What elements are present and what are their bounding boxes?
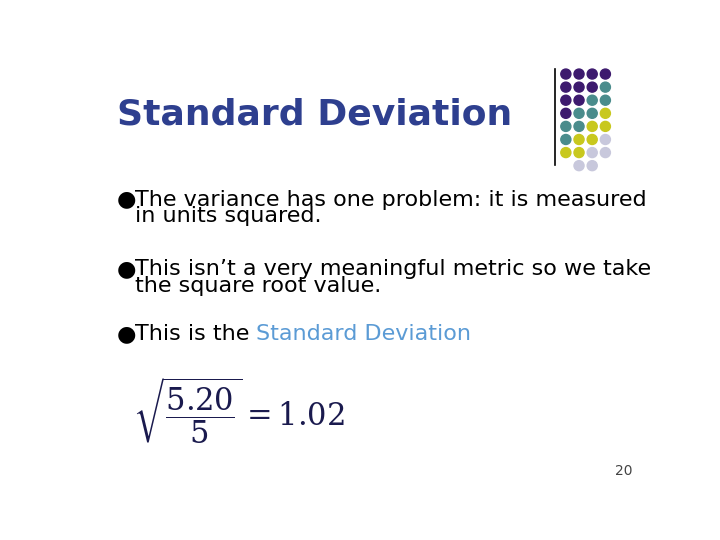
Circle shape — [588, 69, 597, 79]
Text: ●: ● — [117, 190, 137, 210]
Circle shape — [588, 161, 597, 171]
Circle shape — [561, 69, 571, 79]
Circle shape — [574, 95, 584, 105]
Circle shape — [588, 95, 597, 105]
Text: This isn’t a very meaningful metric so we take: This isn’t a very meaningful metric so w… — [135, 259, 651, 279]
Circle shape — [600, 147, 611, 158]
Circle shape — [574, 161, 584, 171]
Circle shape — [588, 147, 597, 158]
Circle shape — [561, 122, 571, 131]
Circle shape — [574, 109, 584, 118]
Circle shape — [600, 82, 611, 92]
Circle shape — [588, 82, 597, 92]
Circle shape — [574, 122, 584, 131]
Circle shape — [600, 134, 611, 145]
Text: The variance has one problem: it is measured: The variance has one problem: it is meas… — [135, 190, 647, 210]
Circle shape — [600, 122, 611, 131]
Circle shape — [600, 95, 611, 105]
Text: $\sqrt{\dfrac{5.20}{5}} = 1.02$: $\sqrt{\dfrac{5.20}{5}} = 1.02$ — [132, 376, 344, 447]
Text: This is the: This is the — [135, 325, 256, 345]
Circle shape — [561, 109, 571, 118]
Circle shape — [574, 134, 584, 145]
Circle shape — [574, 82, 584, 92]
Circle shape — [561, 82, 571, 92]
Circle shape — [574, 69, 584, 79]
Circle shape — [561, 147, 571, 158]
Circle shape — [574, 147, 584, 158]
Text: Standard Deviation: Standard Deviation — [256, 325, 472, 345]
Text: in units squared.: in units squared. — [135, 206, 321, 226]
Circle shape — [588, 134, 597, 145]
Text: ●: ● — [117, 325, 137, 345]
Text: Standard Deviation: Standard Deviation — [117, 98, 513, 132]
Text: 20: 20 — [615, 464, 632, 478]
Circle shape — [588, 122, 597, 131]
Circle shape — [588, 109, 597, 118]
Circle shape — [600, 109, 611, 118]
Text: ●: ● — [117, 259, 137, 279]
Circle shape — [600, 69, 611, 79]
Text: the square root value.: the square root value. — [135, 276, 381, 296]
Circle shape — [561, 134, 571, 145]
Circle shape — [561, 95, 571, 105]
